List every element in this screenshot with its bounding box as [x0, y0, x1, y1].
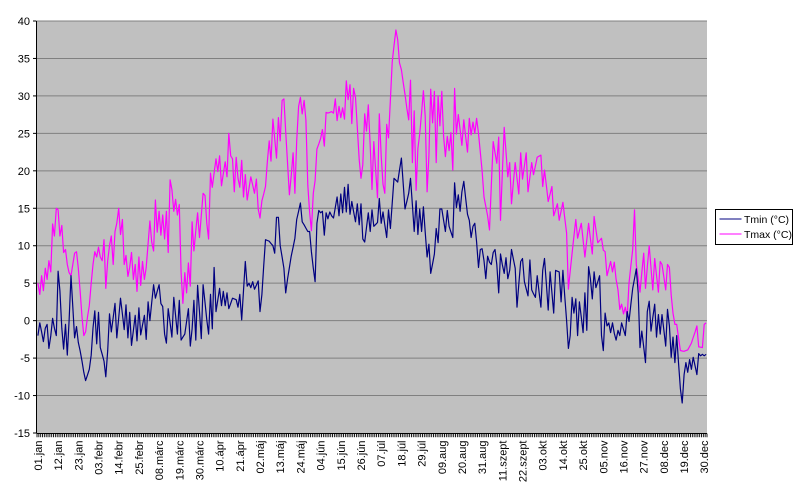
svg-text:22.szept: 22.szept — [518, 441, 530, 483]
svg-text:05.nov: 05.nov — [598, 440, 610, 474]
svg-text:18.júl: 18.júl — [396, 441, 408, 467]
svg-text:14.okt: 14.okt — [558, 441, 570, 471]
svg-text:11.szept: 11.szept — [497, 441, 509, 482]
svg-text:30.dec: 30.dec — [699, 440, 711, 474]
svg-text:-15: -15 — [14, 428, 30, 440]
svg-text:10.ápr: 10.ápr — [215, 440, 227, 472]
svg-text:20.aug: 20.aug — [457, 441, 469, 475]
svg-text:02.máj: 02.máj — [255, 441, 267, 474]
svg-text:31.aug: 31.aug — [477, 441, 489, 475]
svg-text:19.márc: 19.márc — [174, 440, 186, 480]
svg-text:15: 15 — [18, 203, 30, 215]
svg-text:10: 10 — [18, 241, 30, 253]
svg-text:0: 0 — [24, 316, 30, 328]
svg-text:03.febr: 03.febr — [94, 440, 106, 475]
svg-text:-5: -5 — [20, 353, 30, 365]
svg-text:03.okt: 03.okt — [538, 441, 550, 471]
svg-text:25.okt: 25.okt — [578, 441, 590, 471]
svg-text:25.febr: 25.febr — [134, 440, 146, 475]
svg-text:40: 40 — [18, 16, 30, 28]
svg-text:23.jan: 23.jan — [73, 441, 85, 471]
svg-text:21.ápr: 21.ápr — [235, 440, 247, 472]
svg-text:Tmax (°C): Tmax (°C) — [744, 229, 792, 241]
svg-text:13.máj: 13.máj — [275, 441, 287, 474]
svg-text:19.dec: 19.dec — [679, 440, 691, 474]
svg-text:-10: -10 — [14, 391, 30, 403]
svg-text:26.jún: 26.jún — [356, 441, 368, 471]
svg-text:16.nov: 16.nov — [619, 440, 631, 474]
svg-text:35: 35 — [18, 53, 30, 65]
svg-text:12.jan: 12.jan — [53, 441, 65, 471]
svg-text:01.jan: 01.jan — [33, 441, 45, 471]
svg-text:15.jún: 15.jún — [336, 441, 348, 471]
svg-text:24.máj: 24.máj — [295, 441, 307, 474]
svg-text:Tmin (°C): Tmin (°C) — [744, 214, 789, 226]
svg-text:30: 30 — [18, 91, 30, 103]
svg-text:08.márc: 08.márc — [154, 440, 166, 480]
svg-text:08.dec: 08.dec — [659, 440, 671, 474]
svg-text:5: 5 — [24, 278, 30, 290]
svg-text:20: 20 — [18, 166, 30, 178]
svg-text:09.aug: 09.aug — [437, 441, 449, 475]
svg-text:30.márc: 30.márc — [195, 440, 207, 480]
svg-text:14.febr: 14.febr — [114, 440, 126, 475]
svg-text:07.júl: 07.júl — [376, 441, 388, 467]
svg-text:29.júl: 29.júl — [417, 441, 429, 467]
svg-text:04.jún: 04.jún — [316, 441, 328, 471]
svg-text:25: 25 — [18, 128, 30, 140]
svg-text:27.nov: 27.nov — [639, 440, 651, 474]
